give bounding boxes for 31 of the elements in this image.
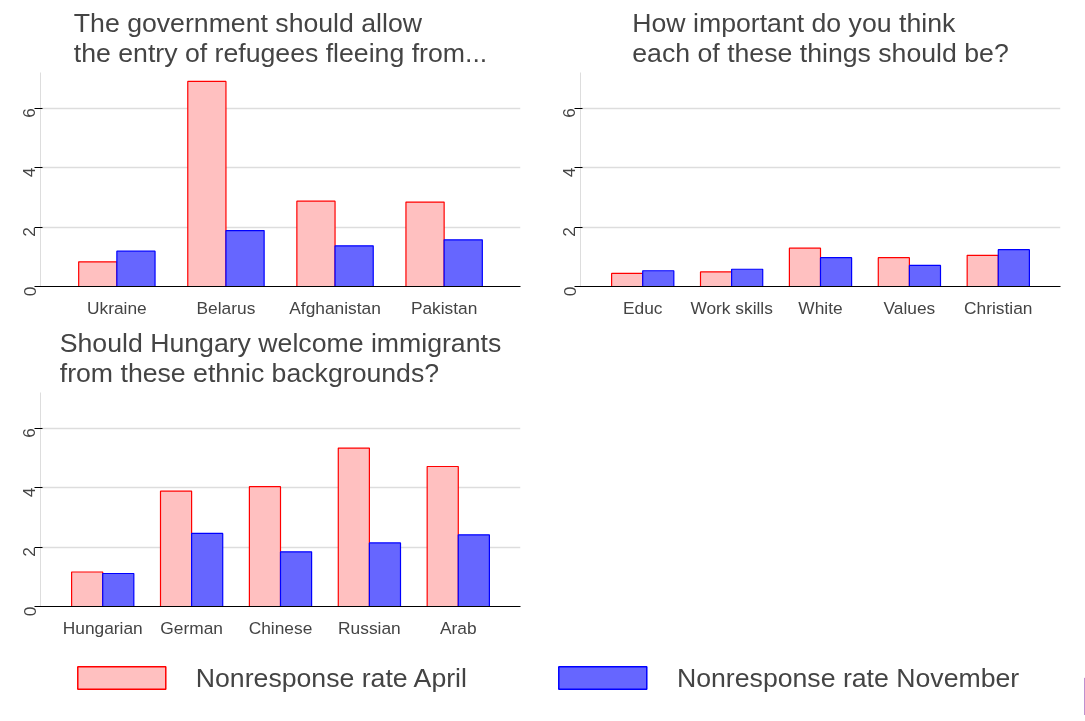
x-tick-label: Christian (964, 297, 1033, 318)
x-tick-label: Pakistan (410, 297, 478, 318)
y-tick-label: 0 (19, 606, 40, 617)
x-tick-label: German (160, 617, 223, 638)
x-tick-label: Arab (439, 617, 477, 638)
legend-label: Nonresponse rate April (195, 662, 467, 693)
x-tick-label: Chinese (248, 617, 313, 638)
y-tick-label: 2 (19, 227, 40, 237)
x-tick-label: Work skills (690, 297, 774, 318)
x-tick-label: Educ (622, 297, 663, 318)
chart-title: How important do you think each of these things should be? (632, 7, 1009, 68)
y-tick-label: 4 (559, 167, 580, 178)
y-tick-label: 2 (559, 227, 580, 237)
chart-title: Should Hungary welcome immigrants from these ethnic backgrounds? (59, 327, 502, 388)
y-tick-label: 6 (19, 428, 40, 438)
x-tick-label: White (798, 297, 843, 318)
x-tick-label: Afghanistan (289, 297, 381, 318)
x-tick-label: Russian (338, 617, 401, 638)
y-tick-label: 0 (19, 286, 40, 297)
x-tick-label: Belarus (196, 297, 256, 318)
y-tick-label: 0 (559, 286, 580, 297)
legend-label: Nonresponse rate November (676, 662, 1020, 693)
y-tick-label: 6 (559, 108, 580, 118)
y-tick-label: 6 (19, 108, 40, 118)
x-tick-label: Values (883, 297, 936, 318)
x-tick-label: Ukraine (87, 297, 147, 318)
y-tick-label: 2 (19, 547, 40, 557)
x-tick-label: Hungarian (62, 617, 143, 638)
y-tick-label: 4 (19, 167, 40, 178)
y-tick-label: 4 (19, 487, 40, 498)
chart-title: The government should allow the entry of refugees fleeing from... (73, 7, 488, 68)
